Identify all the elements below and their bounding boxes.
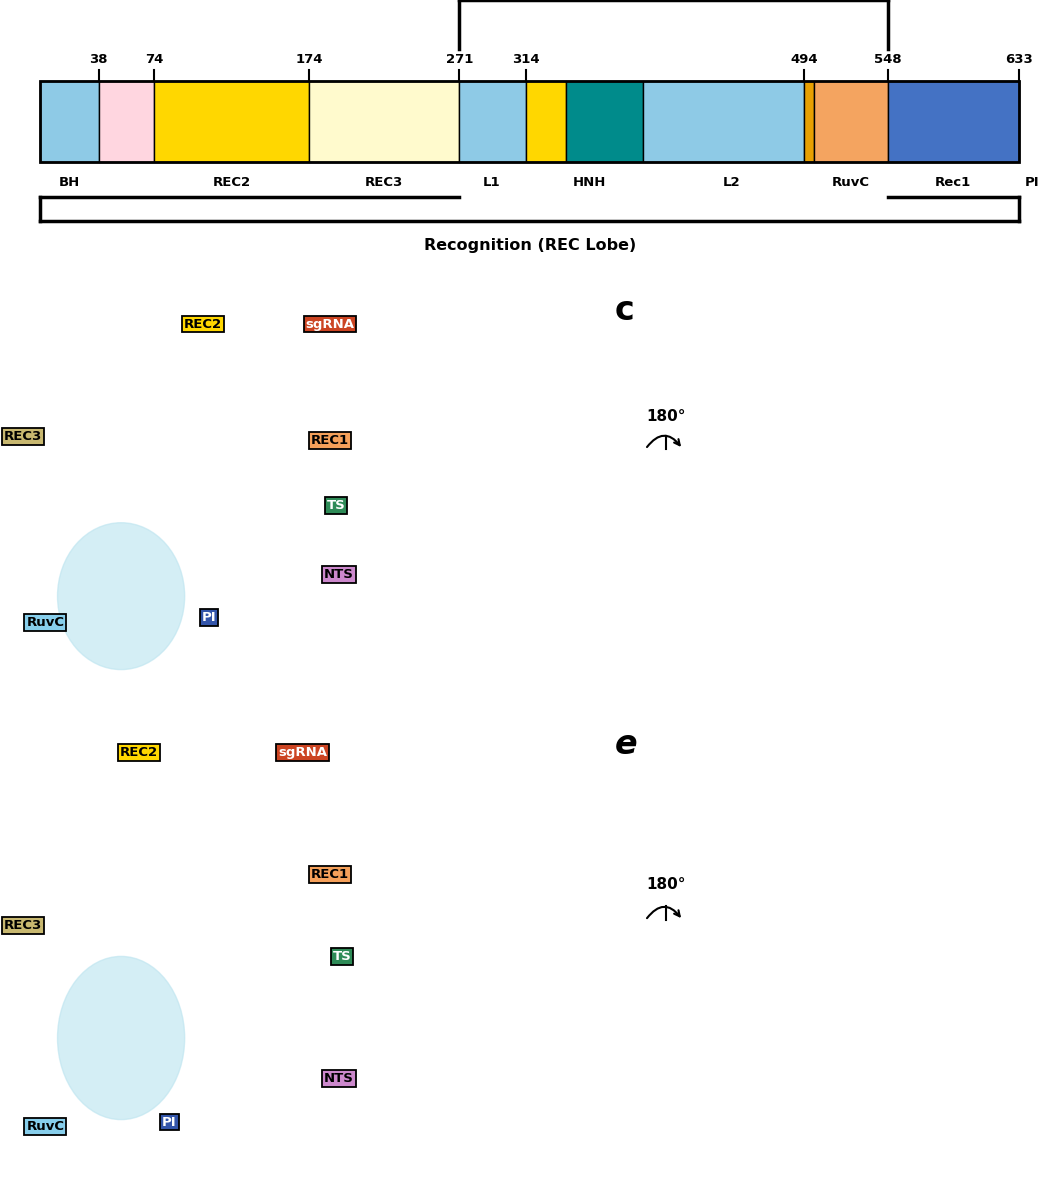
Text: NTS: NTS bbox=[324, 568, 354, 581]
Text: 180°: 180° bbox=[647, 877, 687, 892]
Bar bbox=[155, 80, 310, 162]
Bar bbox=[459, 80, 525, 162]
Text: 548: 548 bbox=[874, 53, 901, 66]
Text: PI: PI bbox=[201, 611, 216, 624]
Bar bbox=[310, 80, 459, 162]
Bar bbox=[814, 80, 888, 162]
Text: sgRNA: sgRNA bbox=[305, 318, 355, 330]
Text: REC2: REC2 bbox=[184, 318, 222, 330]
Bar bbox=[40, 80, 99, 162]
Text: TS: TS bbox=[326, 499, 345, 512]
Text: REC2: REC2 bbox=[213, 175, 251, 188]
Text: c: c bbox=[615, 294, 635, 326]
Ellipse shape bbox=[58, 956, 184, 1120]
Text: 38: 38 bbox=[90, 53, 108, 66]
Text: REC2: REC2 bbox=[120, 746, 158, 758]
Text: REC1: REC1 bbox=[311, 869, 349, 881]
Text: RuvC: RuvC bbox=[26, 1121, 64, 1133]
Text: RuvC: RuvC bbox=[832, 175, 870, 188]
Text: 180°: 180° bbox=[647, 409, 687, 425]
Text: Rec1: Rec1 bbox=[935, 175, 971, 188]
Text: HNH: HNH bbox=[573, 175, 605, 188]
Text: RuvC: RuvC bbox=[26, 616, 64, 629]
Text: L2: L2 bbox=[722, 175, 740, 188]
Text: e: e bbox=[615, 728, 637, 761]
Text: NTS: NTS bbox=[324, 1073, 354, 1085]
Text: 633: 633 bbox=[1006, 53, 1033, 66]
Ellipse shape bbox=[58, 523, 184, 670]
Text: 314: 314 bbox=[512, 53, 539, 66]
Bar bbox=[804, 80, 814, 162]
Text: PI: PI bbox=[162, 1116, 177, 1128]
Bar bbox=[888, 80, 1019, 162]
Text: 174: 174 bbox=[296, 53, 323, 66]
Bar bbox=[525, 80, 567, 162]
Text: L1: L1 bbox=[483, 175, 500, 188]
Bar bbox=[643, 80, 804, 162]
Text: REC3: REC3 bbox=[4, 430, 42, 443]
Text: sgRNA: sgRNA bbox=[278, 746, 327, 758]
Text: REC3: REC3 bbox=[4, 919, 42, 931]
Text: Recognition (REC Lobe): Recognition (REC Lobe) bbox=[423, 238, 636, 253]
Bar bbox=[99, 80, 155, 162]
Text: BH: BH bbox=[59, 175, 80, 188]
Bar bbox=[567, 80, 643, 162]
Text: REC3: REC3 bbox=[364, 175, 402, 188]
Text: 74: 74 bbox=[145, 53, 163, 66]
Bar bbox=[40, 80, 1019, 162]
Text: TS: TS bbox=[333, 950, 352, 962]
Text: 271: 271 bbox=[445, 53, 473, 66]
Text: PI: PI bbox=[1025, 175, 1039, 188]
Text: 494: 494 bbox=[791, 53, 818, 66]
Text: REC1: REC1 bbox=[311, 434, 349, 448]
